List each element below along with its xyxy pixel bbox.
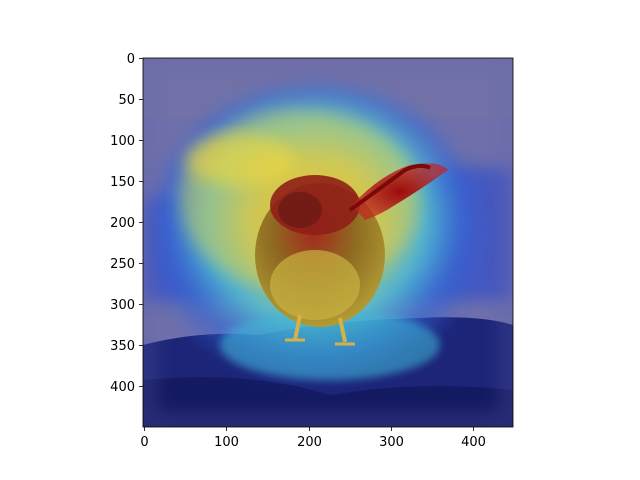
y-tick-label: 0 [127,52,135,67]
y-tick-label: 100 [110,134,135,149]
y-tick-label: 150 [110,175,135,190]
heatmap-image [143,58,513,427]
y-axis: 0 50 100 150 200 250 300 350 400 [110,52,143,395]
y-tick: 50 [118,93,143,108]
x-axis: 0 100 200 300 400 [140,427,486,450]
y-tick: 100 [110,134,143,149]
x-tick: 100 [214,427,239,450]
y-tick: 250 [110,257,143,272]
y-tick-label: 250 [110,257,135,272]
x-tick-label: 200 [297,435,322,450]
y-tick-label: 300 [110,298,135,313]
y-tick: 0 [127,52,143,67]
y-tick: 150 [110,175,143,190]
y-tick: 300 [110,298,143,313]
x-tick: 0 [140,427,149,450]
y-tick-label: 400 [110,380,135,395]
axes-frame [142,57,514,428]
x-tick-label: 300 [379,435,404,450]
y-tick-label: 50 [118,93,135,108]
y-tick: 400 [110,380,143,395]
y-tick-label: 200 [110,216,135,231]
x-tick: 300 [379,427,404,450]
x-tick-label: 100 [214,435,239,450]
y-tick-label: 350 [110,339,135,354]
x-tick: 400 [461,427,486,450]
y-tick: 350 [110,339,143,354]
x-tick-label: 0 [140,435,148,450]
bird [255,163,448,346]
x-tick: 200 [297,427,322,450]
x-tick-label: 400 [461,435,486,450]
y-tick: 200 [110,216,143,231]
